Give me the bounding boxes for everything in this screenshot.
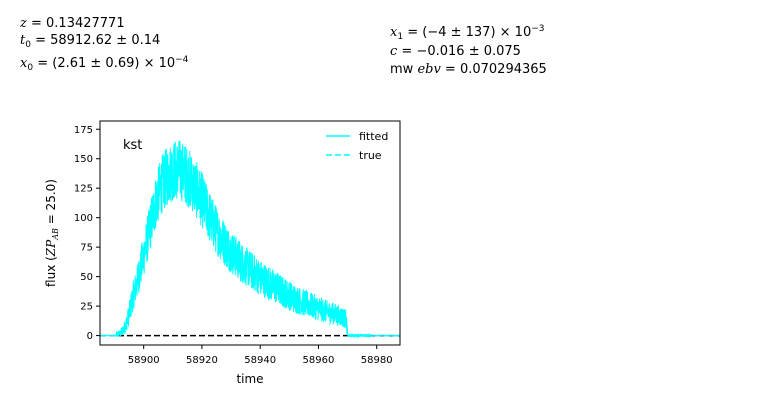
param-z-value: 0.13427771 xyxy=(46,16,125,31)
x-tick-label: 58980 xyxy=(361,355,393,366)
param-x1-value: (−4 ± 137) × 10 xyxy=(422,25,532,40)
param-mwebv-value: 0.070294365 xyxy=(459,62,547,77)
param-c-value: −0.016 ± 0.075 xyxy=(416,44,521,59)
param-x1: x1 = (−4 ± 137) × 10−3 xyxy=(390,24,545,42)
y-tick-label: 100 xyxy=(74,213,93,224)
y-axis-title: flux (ZPAB = 25.0) xyxy=(44,179,60,287)
series-fitted xyxy=(100,140,400,339)
y-tick-label: 50 xyxy=(80,272,93,283)
x-tick-label: 58940 xyxy=(244,355,276,366)
param-x0-exponent: −4 xyxy=(175,55,189,65)
param-x0: x0 = (2.61 ± 0.69) × 10−4 xyxy=(20,55,189,73)
x-tick-label: 58920 xyxy=(186,355,218,366)
y-tick-label: 150 xyxy=(74,154,93,165)
plot-frame xyxy=(99,120,401,346)
y-tick-label: 75 xyxy=(80,243,93,254)
param-t0-value: 58912.62 ± 0.14 xyxy=(50,33,161,48)
band-label: kst xyxy=(123,138,142,153)
x-tick-label: 58960 xyxy=(303,355,335,366)
y-tick-label: 125 xyxy=(74,184,93,195)
y-tick-label: 175 xyxy=(74,125,93,136)
x-tick-label: 58900 xyxy=(128,355,160,366)
series-true xyxy=(100,168,400,337)
param-c: c = −0.016 ± 0.075 xyxy=(390,44,521,59)
param-x1-exponent: −3 xyxy=(531,24,545,34)
legend-label-true: true xyxy=(359,149,382,162)
x-axis-title: time xyxy=(236,372,263,386)
param-z: z = 0.13427771 xyxy=(20,16,125,31)
param-x0-value: (2.61 ± 0.69) × 10 xyxy=(52,56,176,71)
legend-label-fitted: fitted xyxy=(359,130,388,143)
legend: fitted true xyxy=(326,130,388,162)
y-tick-label: 0 xyxy=(87,331,93,342)
y-tick-label: 25 xyxy=(80,302,93,313)
param-t0: t0 = 58912.62 ± 0.14 xyxy=(20,33,161,50)
param-mwebv: mw ebv = 0.070294365 xyxy=(390,62,547,77)
